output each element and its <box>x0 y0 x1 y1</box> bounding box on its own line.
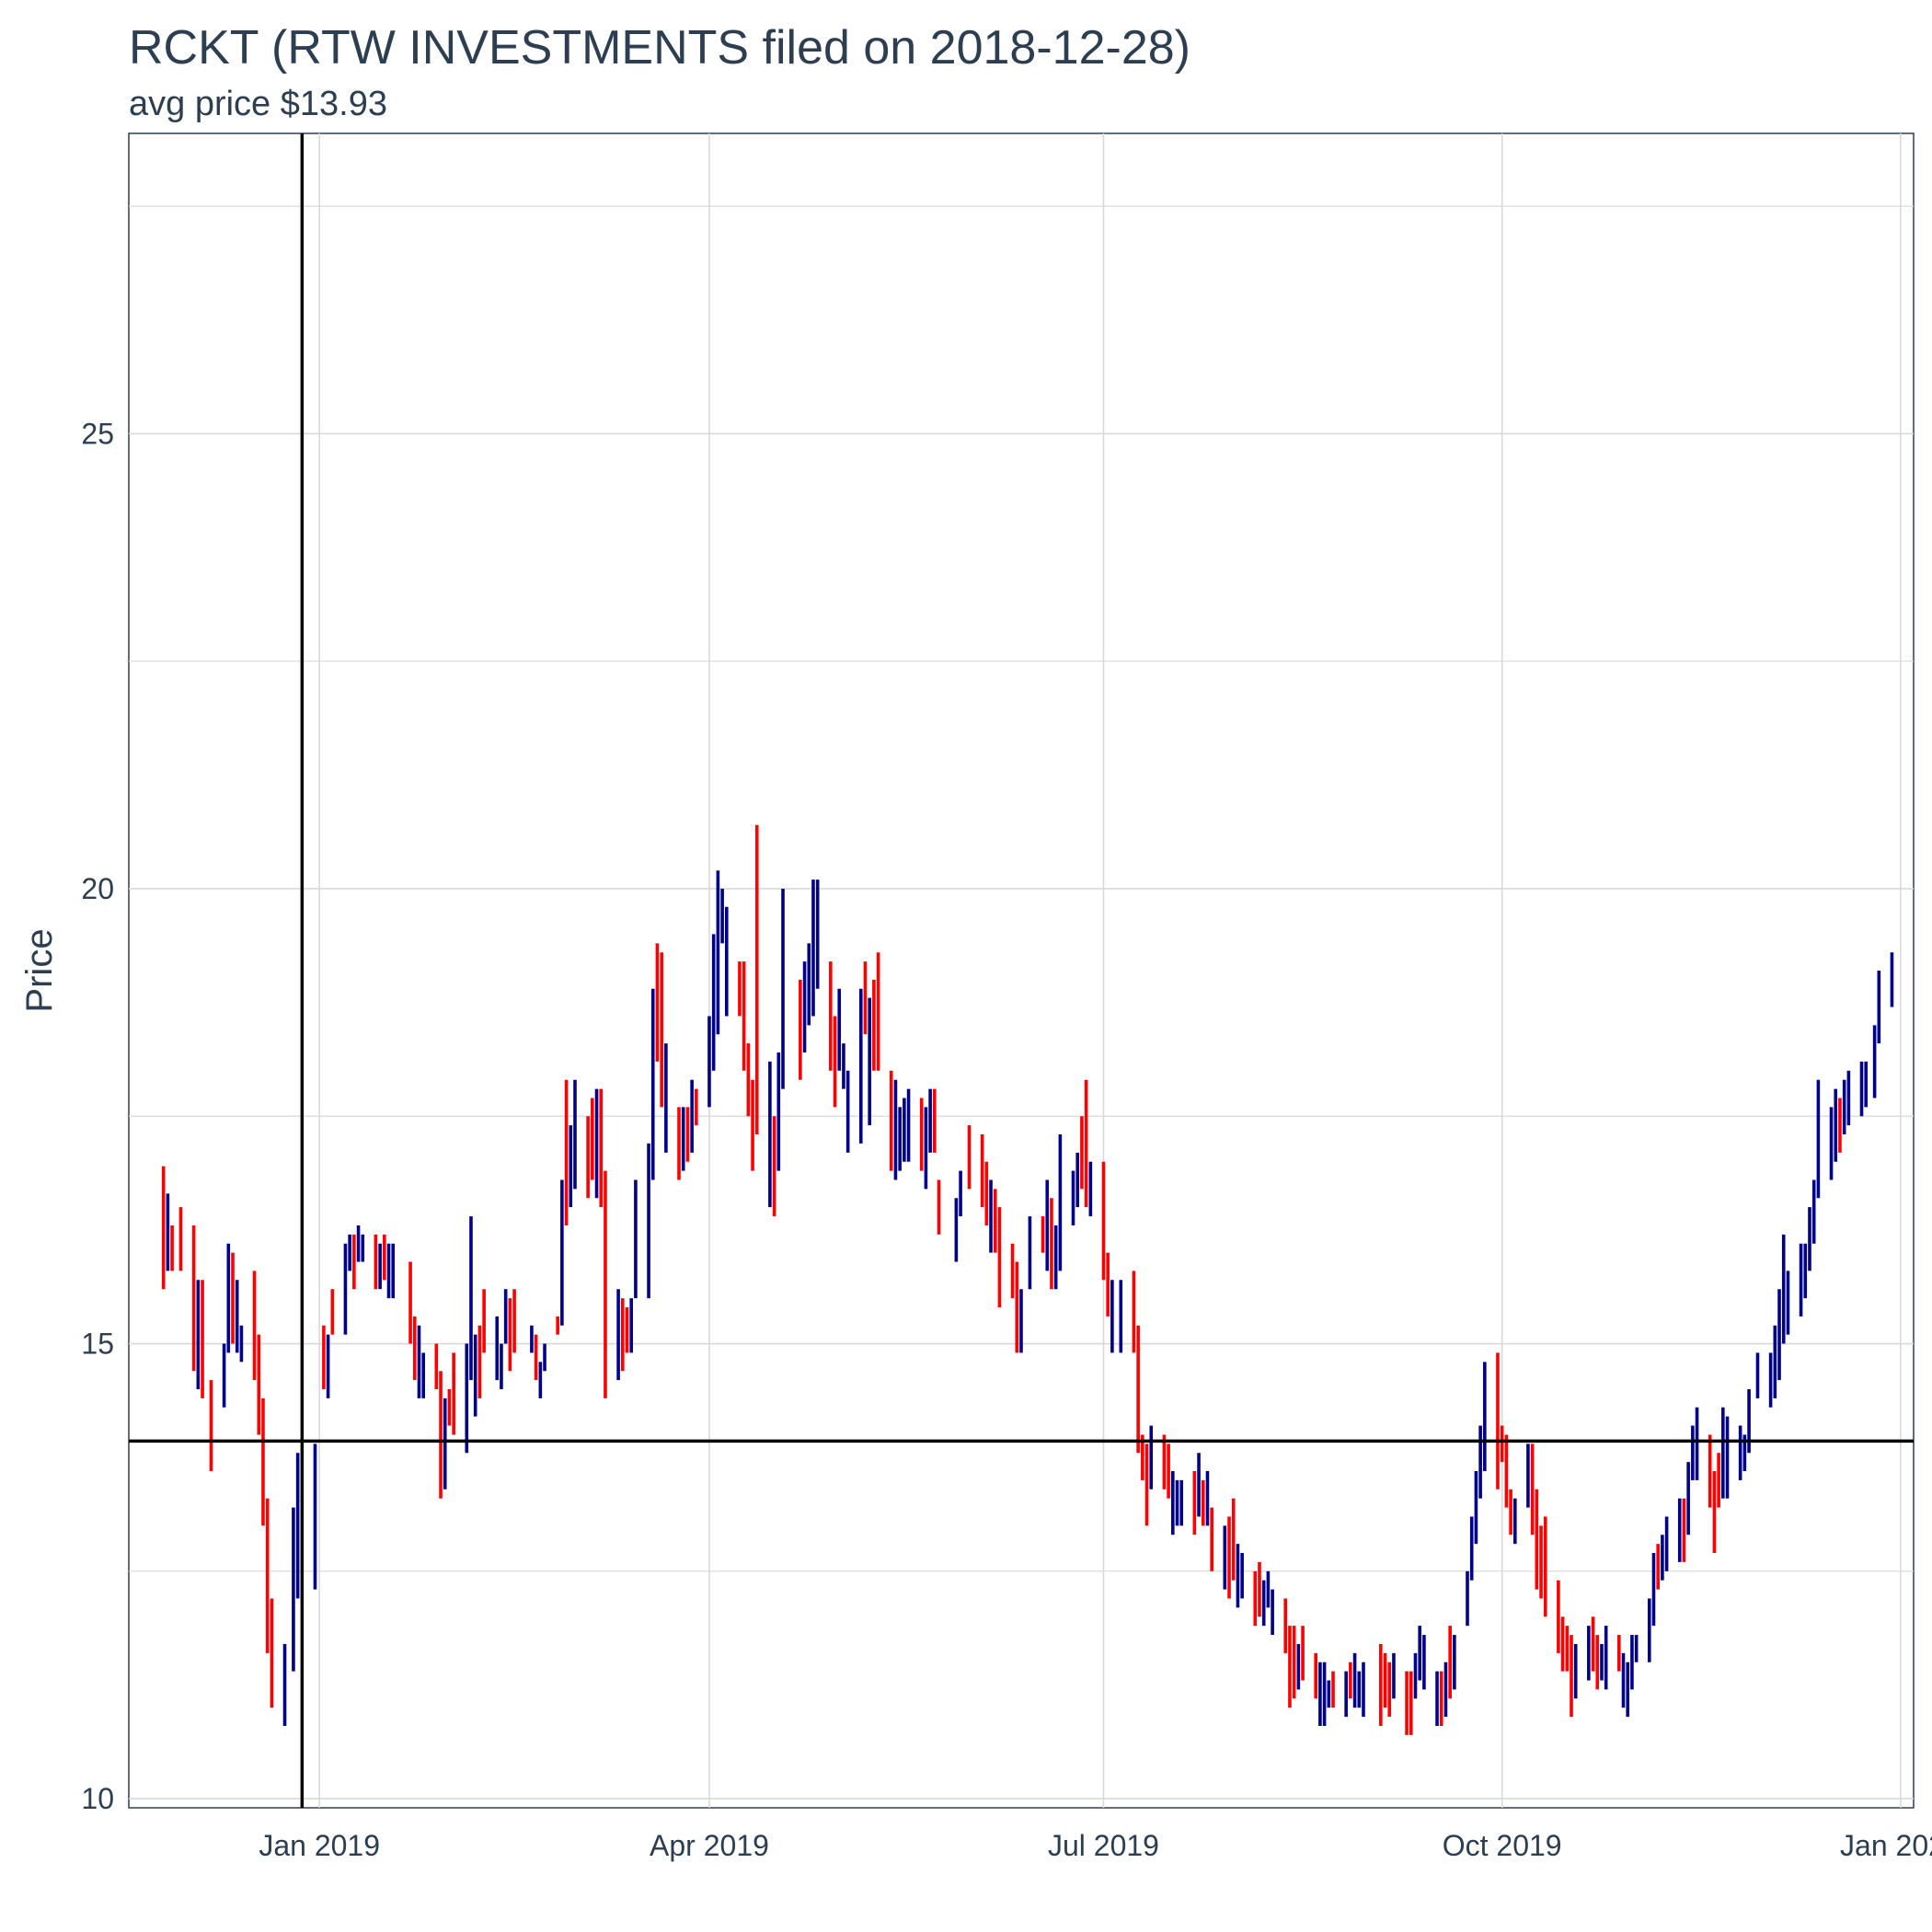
x-tick-label: Jan 2020 <box>1840 1829 1932 1862</box>
y-axis-title: Price <box>19 928 60 1012</box>
y-axis-ticks: 10 15 20 25 <box>81 417 114 1815</box>
x-tick-label: Jan 2019 <box>259 1829 380 1862</box>
x-tick-label: Oct 2019 <box>1443 1829 1562 1862</box>
x-tick-label: Apr 2019 <box>650 1829 769 1862</box>
chart-subtitle: avg price $13.93 <box>129 85 387 123</box>
gridlines <box>129 133 1914 1808</box>
x-tick-label: Jul 2019 <box>1048 1829 1159 1862</box>
y-tick-label: 20 <box>81 872 114 905</box>
y-tick-label: 15 <box>81 1328 114 1361</box>
reference-lines <box>129 133 1914 1808</box>
ohlc-bars <box>161 824 1894 1735</box>
y-tick-label: 25 <box>81 417 114 450</box>
y-tick-label: 10 <box>81 1782 114 1815</box>
chart-title: RCKT (RTW INVESTMENTS filed on 2018-12-2… <box>129 21 1190 75</box>
x-axis-ticks: Jan 2019 Apr 2019 Jul 2019 Oct 2019 Jan 2020 <box>259 1829 1932 1862</box>
plot-panel <box>128 132 1915 1809</box>
